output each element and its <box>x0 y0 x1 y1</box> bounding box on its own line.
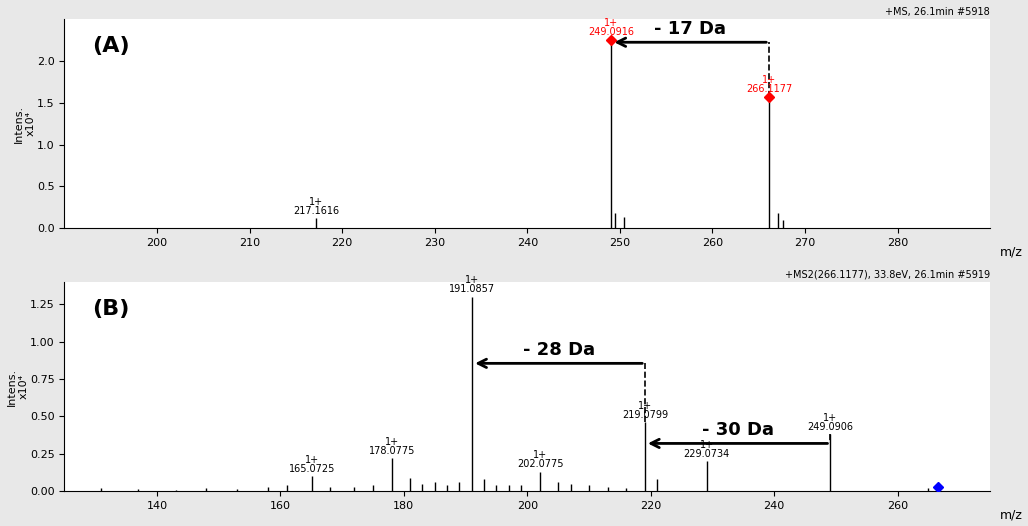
Text: - 28 Da: - 28 Da <box>522 341 595 359</box>
Text: 266.1177: 266.1177 <box>746 84 793 94</box>
Text: 165.0725: 165.0725 <box>289 464 335 474</box>
Text: +MS, 26.1min #5918: +MS, 26.1min #5918 <box>885 7 990 17</box>
Text: 202.0775: 202.0775 <box>517 459 563 469</box>
Text: 1+: 1+ <box>604 18 619 28</box>
Text: 217.1616: 217.1616 <box>293 206 339 216</box>
Text: (A): (A) <box>93 36 130 56</box>
Text: 249.0916: 249.0916 <box>588 27 634 37</box>
Text: m/z: m/z <box>999 508 1023 521</box>
Text: - 17 Da: - 17 Da <box>654 20 727 38</box>
Text: 191.0857: 191.0857 <box>449 284 495 294</box>
Text: 219.0799: 219.0799 <box>622 410 668 420</box>
Text: 1+: 1+ <box>304 455 319 465</box>
Text: 1+: 1+ <box>762 75 776 85</box>
Text: m/z: m/z <box>999 245 1023 258</box>
Text: 1+: 1+ <box>700 440 713 450</box>
Text: 1+: 1+ <box>308 197 323 207</box>
Text: 178.0775: 178.0775 <box>369 446 415 456</box>
Text: 1+: 1+ <box>534 450 547 460</box>
Text: 1+: 1+ <box>823 413 838 423</box>
Y-axis label: Intens.
x10⁴: Intens. x10⁴ <box>7 368 29 406</box>
Text: - 30 Da: - 30 Da <box>702 421 774 439</box>
Text: 249.0906: 249.0906 <box>807 422 853 432</box>
Text: +MS2(266.1177), 33.8eV, 26.1min #5919: +MS2(266.1177), 33.8eV, 26.1min #5919 <box>785 270 990 280</box>
Text: (B): (B) <box>93 299 130 319</box>
Text: 1+: 1+ <box>384 437 399 447</box>
Y-axis label: Intens.
x10⁴: Intens. x10⁴ <box>14 105 36 143</box>
Text: 1+: 1+ <box>638 401 652 411</box>
Text: 229.0734: 229.0734 <box>684 449 730 459</box>
Text: 1+: 1+ <box>466 275 479 285</box>
